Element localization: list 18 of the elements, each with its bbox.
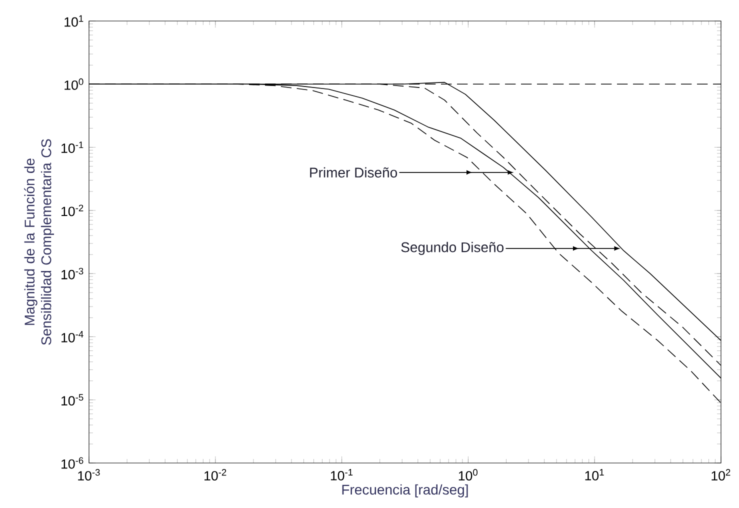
y-tick-label: 10$^{1}$ [64,15,84,27]
y-tick-label: 10$^{0}$ [64,78,84,90]
annotation: Segundo Diseño [401,242,504,255]
y-tick-label: 10$^{-4}$ [62,331,84,342]
x-tick-label: 10$^{-2}$ [204,469,226,481]
x-tick-label: 10$^{0}$ [458,469,478,481]
y-tick-label: 10$^{-5}$ [62,394,84,406]
annotation: Primer Diseño [310,167,398,178]
x-tick-label: 10$^{-3}$ [78,469,100,481]
x-tick-label: 10$^{1}$ [585,469,604,480]
y-tick-label: 10$^{-3}$ [62,268,84,280]
x-axis-title: Frecuencia [rad/seg] [342,484,468,498]
x-tick-label: 10$^{2}$ [712,469,730,481]
y-tick-label: 10$^{-2}$ [62,204,84,216]
y-tick-label: 10$^{-6}$ [62,457,84,469]
y-axis-title: Magnitud de la Función de Sensibilidad Complementaria CS [24,139,54,345]
x-tick-label: 10$^{-1}$ [330,469,353,480]
y-tick-label: 10$^{-1}$ [62,142,84,153]
